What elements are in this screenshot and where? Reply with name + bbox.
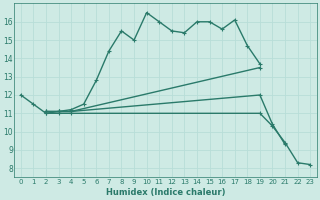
X-axis label: Humidex (Indice chaleur): Humidex (Indice chaleur) <box>106 188 225 197</box>
